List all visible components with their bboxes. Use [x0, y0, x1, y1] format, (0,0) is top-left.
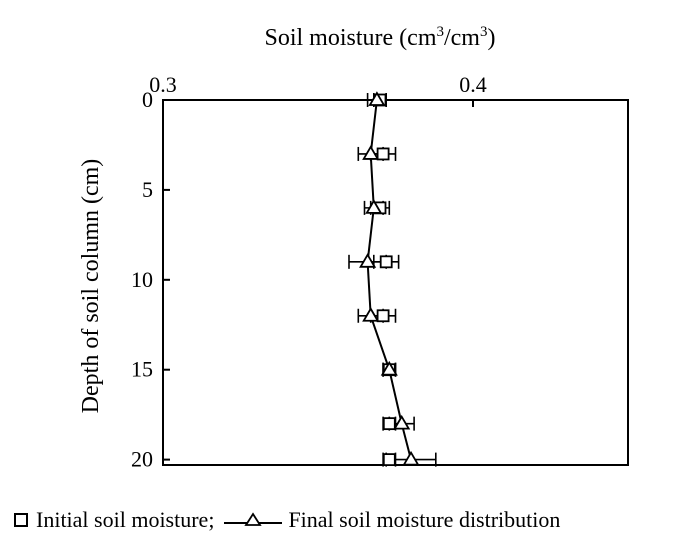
final-moisture-point	[380, 360, 398, 376]
x-axis-ticks: 0.3 0.4	[149, 72, 487, 107]
y-tick-label: 5	[142, 177, 153, 202]
chart-title: Soil moisture (cm3/cm3)	[265, 24, 496, 51]
square-marker-icon	[14, 512, 28, 527]
initial-moisture-point	[382, 453, 396, 467]
y-tick-label: 0	[142, 87, 153, 112]
y-axis-ticks: 0 5 10 15 20	[131, 87, 170, 472]
x-tick-label: 0.3	[149, 72, 177, 97]
legend: Initial soil moisture; Final soil moistur…	[14, 506, 560, 534]
final-moisture-point	[365, 199, 383, 214]
x-tick-label: 0.4	[459, 72, 487, 97]
final-moisture-point	[362, 306, 380, 322]
final-moisture-point	[393, 414, 411, 430]
final-moisture-point	[368, 91, 386, 106]
series-layer	[348, 91, 437, 467]
initial-moisture-point	[379, 255, 393, 269]
y-tick-label: 10	[131, 267, 153, 292]
triangle-line-icon	[224, 512, 283, 526]
legend-final-label: Final soil moisture distribution	[288, 507, 561, 532]
initial-moisture-point	[376, 309, 390, 323]
final-moisture-point	[402, 450, 420, 466]
legend-initial-label: Initial soil moisture;	[36, 507, 215, 532]
initial-moisture-point	[382, 417, 396, 431]
y-tick-label: 20	[131, 447, 153, 472]
final-moisture-line	[366, 99, 412, 460]
y-tick-label: 15	[131, 357, 153, 382]
final-moisture-point	[362, 145, 380, 160]
initial-moisture-point	[376, 147, 390, 161]
final-moisture-point	[359, 253, 377, 268]
y-axis-label: Depth of soil column (cm)	[78, 159, 104, 414]
